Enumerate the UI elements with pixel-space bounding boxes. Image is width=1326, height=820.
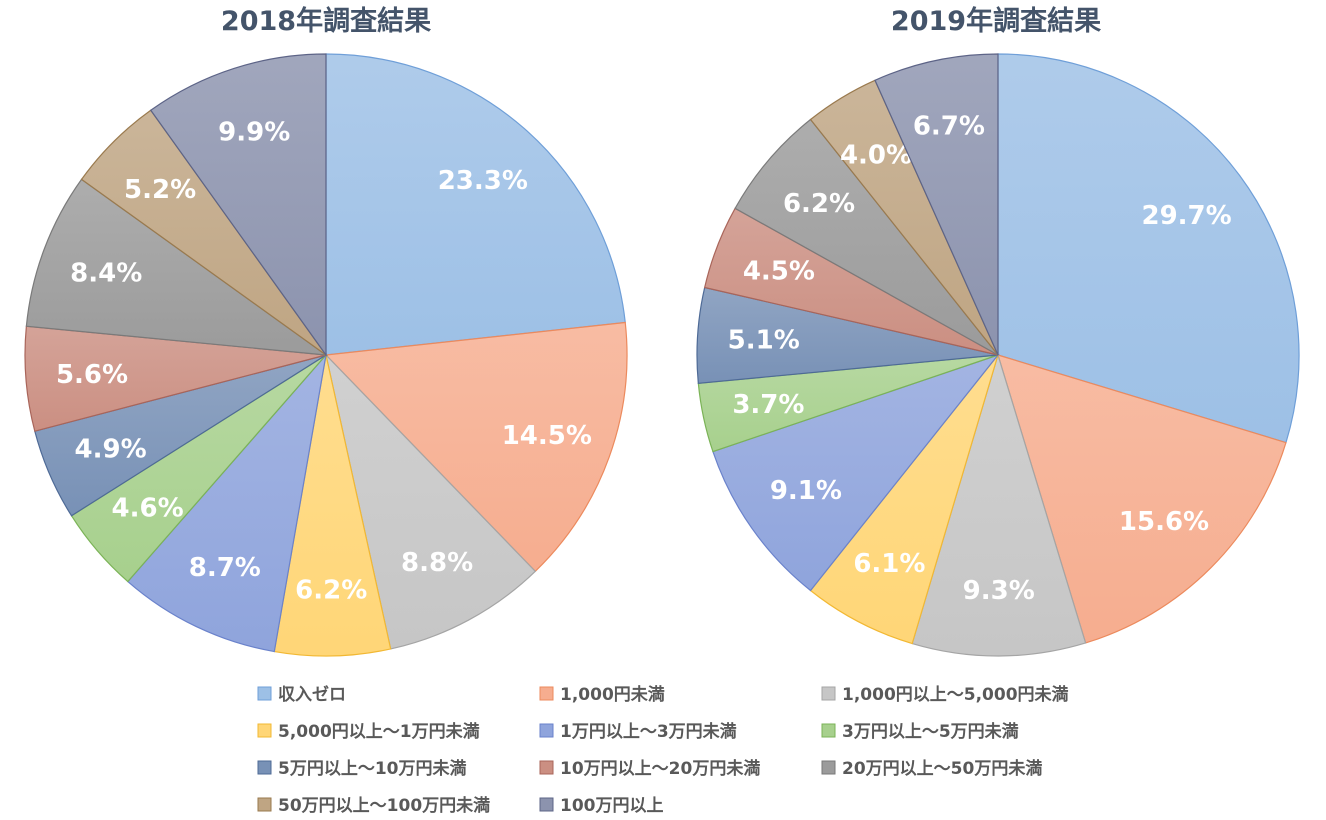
legend-swatch-4 — [539, 723, 554, 738]
pie-2018: 23.3% 14.5% 8.8% 6.2% 8.7%4.6% 4.9% 5.6% 8.4% 5.… — [24, 53, 628, 657]
legend-swatch-1 — [539, 686, 554, 701]
pie-slice-2018-8 — [25, 178, 329, 356]
data-label-2018-3: 6.2% — [295, 576, 367, 606]
legend-label-7: 10万円以上～20万円未満 — [560, 758, 760, 779]
legend-label-9: 50万円以上～100万円未満 — [278, 795, 490, 816]
legend-label-10: 100万円以上 — [560, 796, 664, 816]
legend-swatch-9 — [257, 797, 272, 812]
data-label-2018-0: 23.3% — [438, 166, 528, 196]
legend-swatch-6 — [257, 760, 272, 775]
data-label-2019-10: 6.7% — [913, 111, 985, 141]
pie-slice-2018-3 — [273, 354, 392, 657]
data-label-2018-9: 5.2% — [124, 175, 196, 205]
data-label-2019-8: 6.2% — [783, 189, 855, 219]
legend: 収入ゼロ 1,000円未満 1,000円以上～5,000円未満 5,000円以上～1万… — [257, 684, 1069, 816]
data-label-2018-2: 8.8% — [401, 548, 473, 578]
data-label-2018-4: 8.7% — [189, 553, 261, 583]
data-label-2019-2: 9.3% — [963, 576, 1035, 606]
pie-slice-2019-2 — [911, 352, 1087, 657]
data-label-2018-7: 5.6% — [56, 360, 128, 390]
legend-swatch-5 — [821, 723, 836, 738]
chart-title-2019: 2019年調査結果 — [891, 5, 1101, 37]
data-label-2018-10: 9.9% — [218, 118, 290, 148]
legend-label-5: 3万円以上～5万円未満 — [842, 721, 1019, 742]
chart-title-2018: 2018年調査結果 — [221, 5, 431, 37]
pie-slice-2018-10 — [149, 53, 327, 357]
legend-label-0: 収入ゼロ — [278, 684, 346, 705]
data-label-2018-6: 4.9% — [75, 435, 147, 465]
data-label-2019-5: 3.7% — [732, 390, 804, 420]
pie-slice-2019-0 — [997, 53, 1300, 444]
legend-label-8: 20万円以上～50万円未満 — [842, 758, 1042, 779]
data-label-2019-7: 4.5% — [743, 257, 815, 287]
legend-swatch-7 — [539, 760, 554, 775]
pie-slice-2019-10 — [874, 53, 999, 356]
legend-label-3: 5,000円以上～1万円未満 — [278, 721, 480, 742]
pie-slice-2019-1 — [997, 354, 1287, 644]
pie-slice-2019-8 — [734, 118, 999, 356]
data-label-2019-9: 4.0% — [840, 140, 912, 170]
pie-2019: 29.7% 15.6% 9.3% 6.1% 9.1% 3.7% 5.1% 4.5% 6.2% 4.… — [696, 53, 1300, 657]
legend-swatch-2 — [821, 686, 836, 701]
pie-slice-2018-2 — [324, 353, 537, 650]
legend-swatch-0 — [257, 686, 272, 701]
pie-slice-2018-0 — [325, 53, 626, 356]
data-label-2019-6: 5.1% — [728, 326, 800, 356]
legend-label-2: 1,000円以上～5,000円未満 — [842, 684, 1069, 705]
pie-slice-2019-4 — [712, 353, 1000, 592]
pie-slice-2018-1 — [324, 321, 628, 573]
data-label-2018-1: 14.5% — [502, 421, 592, 451]
legend-label-1: 1,000円未満 — [560, 684, 665, 705]
data-label-2019-3: 6.1% — [853, 549, 925, 579]
data-label-2019-4: 9.1% — [770, 476, 842, 506]
data-label-2018-5: 4.6% — [112, 494, 184, 524]
legend-swatch-8 — [821, 760, 836, 775]
data-label-2019-1: 15.6% — [1119, 507, 1209, 537]
legend-label-6: 5万円以上～10万円未満 — [278, 758, 467, 779]
legend-label-4: 1万円以上～3万円未満 — [560, 721, 737, 742]
legend-swatch-10 — [539, 797, 554, 812]
pie-slice-2018-4 — [126, 352, 327, 653]
data-label-2019-0: 29.7% — [1141, 201, 1231, 231]
legend-swatch-3 — [257, 723, 272, 738]
data-label-2018-8: 8.4% — [70, 258, 142, 288]
